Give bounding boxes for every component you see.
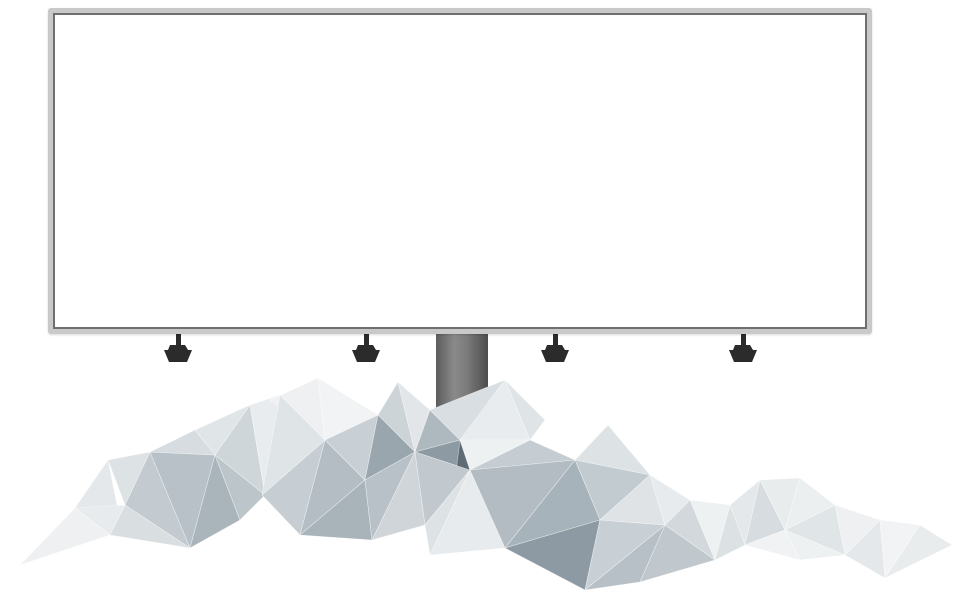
billboard-blank-face bbox=[55, 15, 865, 327]
spotlight-lamp-3 bbox=[541, 333, 569, 362]
low-poly-rocks bbox=[19, 377, 953, 591]
billboard-border bbox=[53, 13, 867, 329]
spotlight-lamp-4 bbox=[729, 333, 757, 362]
billboard-frame bbox=[48, 8, 872, 334]
spotlight-lamp-1 bbox=[164, 333, 192, 362]
spotlight-lamp-2 bbox=[352, 333, 380, 362]
